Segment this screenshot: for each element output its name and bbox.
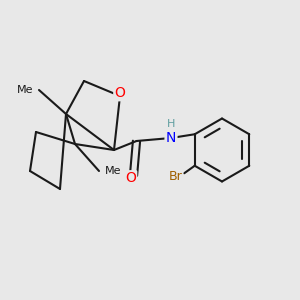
Text: O: O: [125, 172, 136, 185]
Text: Br: Br: [168, 170, 182, 183]
Text: O: O: [115, 86, 125, 100]
Text: N: N: [166, 131, 176, 145]
Text: Me: Me: [16, 85, 33, 95]
Text: H: H: [167, 119, 175, 130]
Text: Me: Me: [105, 166, 122, 176]
